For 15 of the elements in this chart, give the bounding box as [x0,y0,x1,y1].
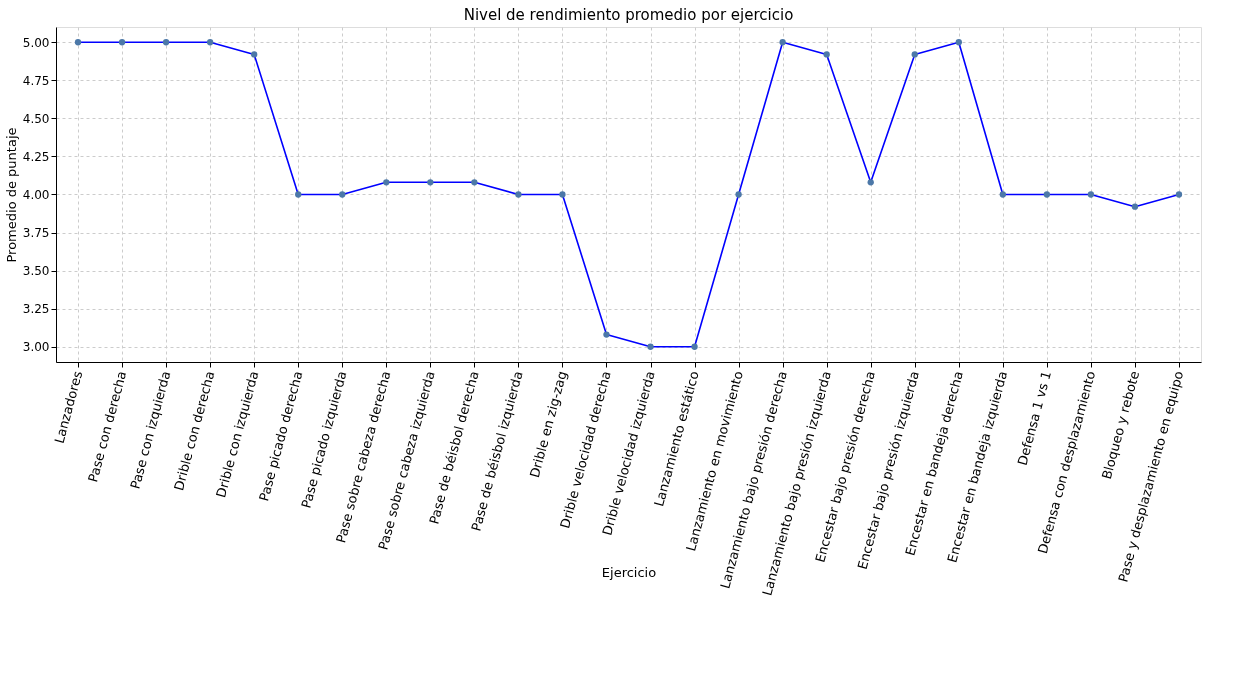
x-tick-label: Pase con derecha [85,369,130,484]
y-tick-label: 3.75 [22,226,50,241]
chart-title: Nivel de rendimiento promedio por ejercicio [463,6,794,24]
y-axis-title: Promedio de puntaje [3,127,19,263]
y-tick-label: 3.00 [22,340,50,355]
y-tick-label: 3.50 [22,264,50,279]
y-tick-label: 4.50 [22,111,50,126]
x-tick-label: Drible en zig-zag [526,369,570,480]
x-axis-title: Ejercicio [601,564,657,580]
y-tick-label: 4.00 [22,188,50,202]
y-tick-label: 3.25 [22,302,50,317]
y-tick-label: 4.75 [22,73,50,88]
x-tick-label: Bloqueo y rebote [1098,369,1143,481]
y-tick-label: 4.25 [22,149,50,164]
y-tick-label: 5.00 [22,35,50,50]
